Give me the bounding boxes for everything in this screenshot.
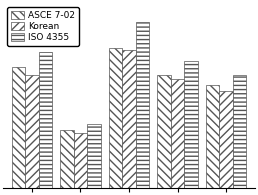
Legend: ASCE 7-02, Korean, ISO 4355: ASCE 7-02, Korean, ISO 4355 <box>7 7 79 45</box>
Bar <box>233 75 246 188</box>
Bar <box>25 75 39 188</box>
Bar <box>206 85 219 188</box>
Bar <box>157 75 171 188</box>
Bar <box>109 48 122 188</box>
Bar <box>39 51 52 188</box>
Bar <box>136 22 149 188</box>
Bar <box>171 79 184 188</box>
Bar <box>74 133 87 188</box>
Bar <box>87 124 101 188</box>
Bar <box>60 129 74 188</box>
Bar <box>122 50 136 188</box>
Bar <box>184 61 198 188</box>
Bar <box>12 67 25 188</box>
Bar <box>219 90 233 188</box>
